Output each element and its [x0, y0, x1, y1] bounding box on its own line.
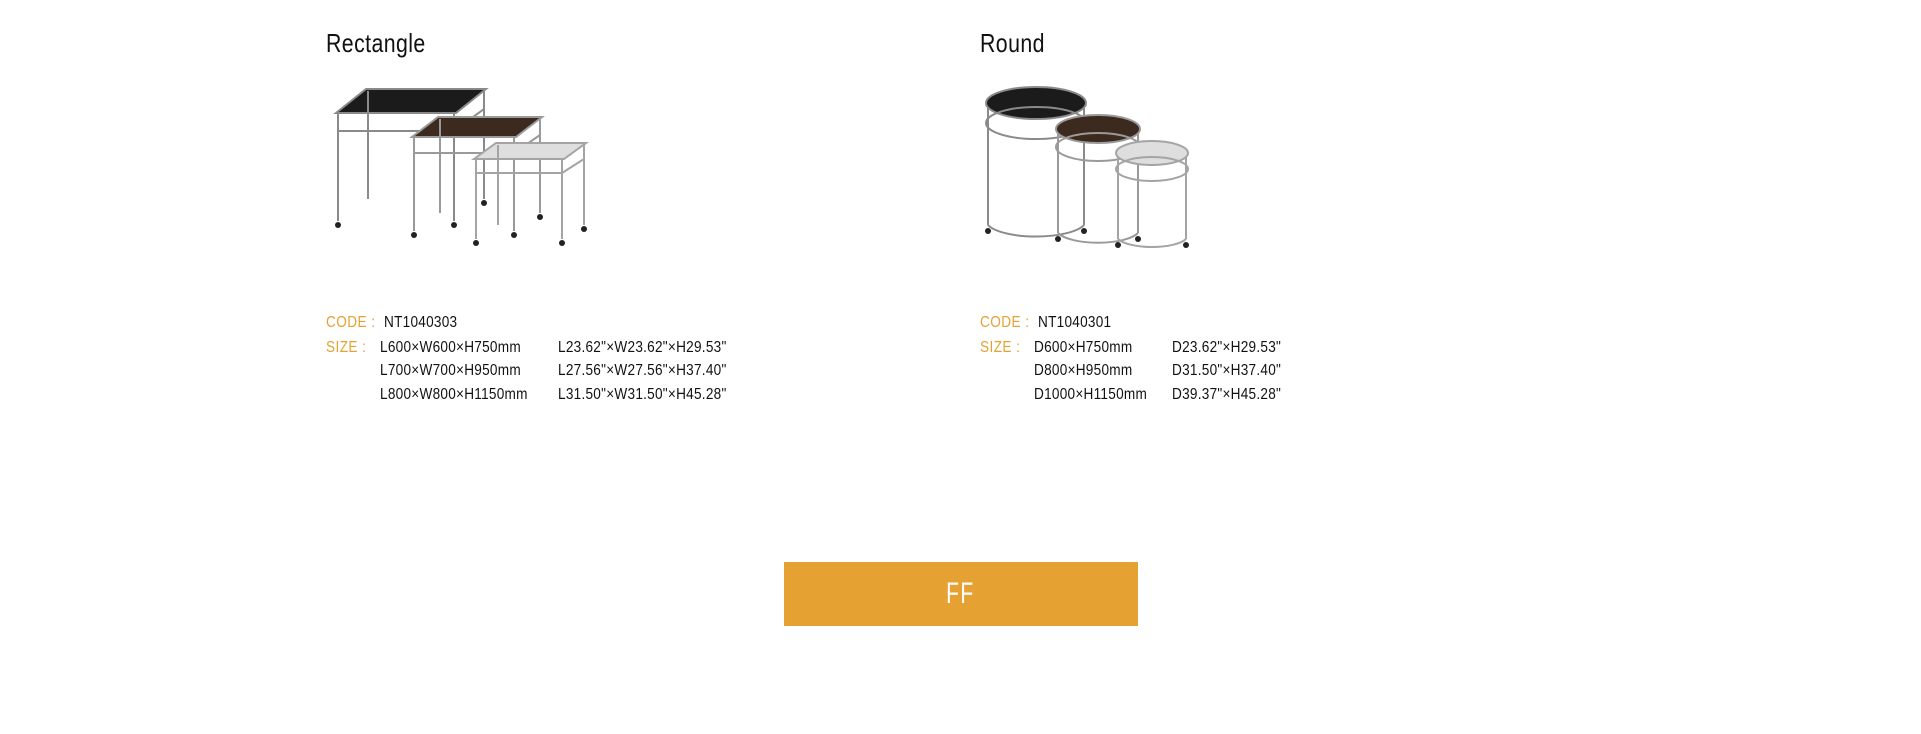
spec-round: CODE : NT1040301 SIZE : D600×H750mm D800…: [980, 311, 1360, 406]
ff-button[interactable]: FF: [784, 562, 1138, 626]
size-imperial: L31.50"×W31.50"×H45.28": [558, 383, 727, 406]
size-metric: L600×W600×H750mm: [380, 336, 531, 359]
rectangle-tables-illustration: [326, 81, 596, 271]
product-title-rectangle: Rectangle: [326, 28, 785, 59]
size-imperial: D39.37"×H45.28": [1172, 383, 1281, 406]
size-label: SIZE :: [326, 336, 372, 406]
size-imperial: L27.56"×W27.56"×H37.40": [558, 359, 727, 382]
product-title-round: Round: [980, 28, 1292, 59]
product-rectangle: Rectangle: [326, 28, 886, 408]
code-label: CODE :: [326, 311, 375, 334]
code-label: CODE :: [980, 311, 1029, 334]
size-metric: L800×W800×H1150mm: [380, 383, 531, 406]
product-round: Round: [980, 28, 1360, 408]
size-imperial: L23.62"×W23.62"×H29.53": [558, 336, 727, 359]
ff-button-label: FF: [946, 577, 974, 611]
size-metric: L700×W700×H950mm: [380, 359, 531, 382]
size-imperial: D31.50"×H37.40": [1172, 359, 1281, 382]
product-image-round: [980, 81, 1360, 271]
size-metric: D600×H750mm: [1034, 336, 1151, 359]
product-image-rectangle: [326, 81, 886, 271]
size-metric: D1000×H1150mm: [1034, 383, 1151, 406]
size-imperial: D23.62"×H29.53": [1172, 336, 1281, 359]
spec-rectangle: CODE : NT1040303 SIZE : L600×W600×H750mm…: [326, 311, 886, 406]
code-value-rectangle: NT1040303: [384, 311, 457, 334]
code-value-round: NT1040301: [1038, 311, 1111, 334]
round-tables-illustration: [980, 81, 1220, 271]
size-label: SIZE :: [980, 336, 1026, 406]
size-metric: D800×H950mm: [1034, 359, 1151, 382]
